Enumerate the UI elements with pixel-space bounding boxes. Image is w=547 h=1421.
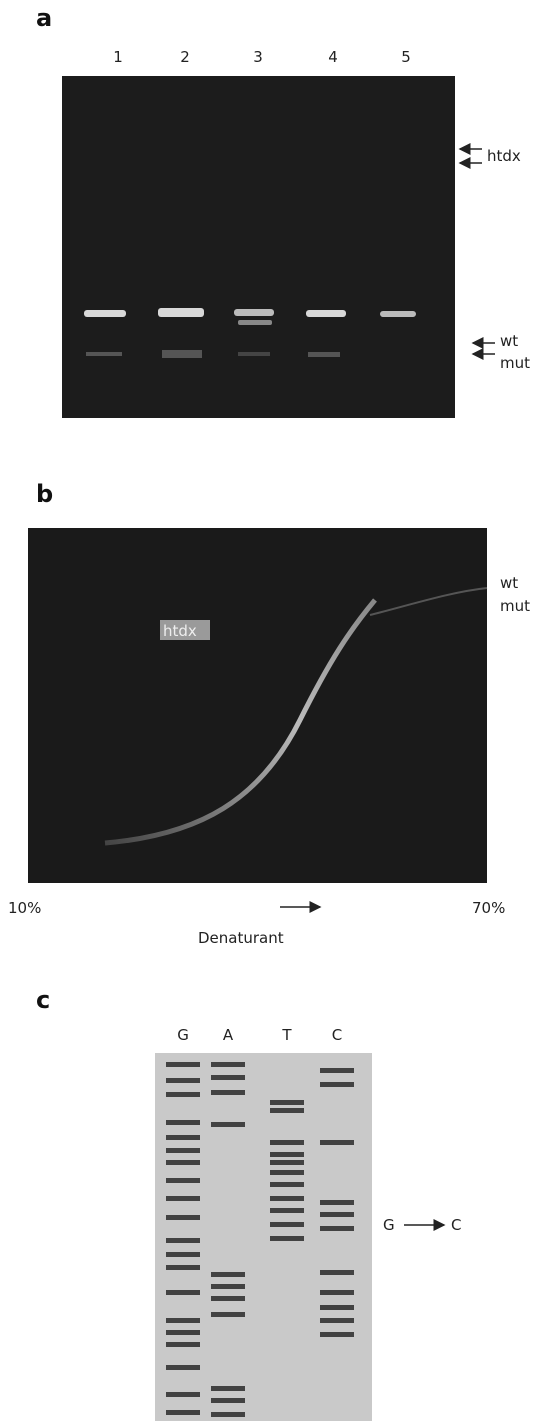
lane-label: 1: [113, 48, 123, 66]
band: [270, 1170, 304, 1175]
gel-b: [28, 528, 487, 883]
band: [211, 1398, 245, 1403]
band: [270, 1208, 304, 1213]
panel-label: b: [36, 480, 53, 508]
lane-label: 5: [401, 48, 411, 66]
band: [211, 1075, 245, 1080]
annotation: htdx: [163, 622, 197, 640]
lane-label: 2: [180, 48, 190, 66]
band: [320, 1212, 354, 1217]
band: [166, 1290, 200, 1295]
band: [270, 1108, 304, 1113]
lane-label: A: [223, 1026, 234, 1044]
band: [211, 1386, 245, 1391]
band: [211, 1296, 245, 1301]
annotation: mut: [500, 597, 530, 615]
gel-a: [62, 76, 455, 418]
lane-label: 3: [253, 48, 263, 66]
band: [166, 1215, 200, 1220]
figure: a 1 2 3 4 5 htdx wt mut b htdx wt mut 10% 70…: [0, 0, 547, 1421]
band: [166, 1365, 200, 1370]
band: [166, 1092, 200, 1097]
band: [211, 1312, 245, 1317]
band: [166, 1318, 200, 1323]
band: [211, 1272, 245, 1277]
lane-label: G: [177, 1026, 189, 1044]
axis-label: Denaturant: [198, 929, 284, 947]
mutation-to: C: [451, 1216, 461, 1234]
band: [211, 1090, 245, 1095]
band: [320, 1200, 354, 1205]
band: [320, 1226, 354, 1231]
band: [320, 1068, 354, 1073]
band: [211, 1284, 245, 1289]
axis-end: 70%: [472, 899, 505, 917]
panel-label: c: [36, 986, 50, 1014]
band: [166, 1265, 200, 1270]
band: [320, 1290, 354, 1295]
band: [166, 1330, 200, 1335]
panel-label: a: [36, 4, 52, 32]
lane-label: T: [281, 1026, 292, 1044]
band: [166, 1078, 200, 1083]
band: [166, 1178, 200, 1183]
band: [166, 1135, 200, 1140]
page: a 1 2 3 4 5 htdx wt mut b htdx wt mut 10% 70…: [0, 0, 547, 1421]
band: [320, 1082, 354, 1087]
lane-label: C: [332, 1026, 342, 1044]
band: [166, 1148, 200, 1153]
annotation: wt: [500, 574, 518, 592]
band: [320, 1332, 354, 1337]
band: [270, 1236, 304, 1241]
band: [211, 1062, 245, 1067]
band: [320, 1140, 354, 1145]
band: [211, 1122, 245, 1127]
band: [166, 1062, 200, 1067]
band: [270, 1182, 304, 1187]
lane-label: 4: [328, 48, 338, 66]
annotation: htdx: [487, 147, 521, 165]
band: [270, 1196, 304, 1201]
band: [211, 1412, 245, 1417]
band: [270, 1100, 304, 1105]
band: [270, 1152, 304, 1157]
band: [166, 1238, 200, 1243]
band: [320, 1318, 354, 1323]
mutation-from: G: [383, 1216, 395, 1234]
band: [166, 1120, 200, 1125]
band: [166, 1342, 200, 1347]
band: [166, 1196, 200, 1201]
band: [320, 1270, 354, 1275]
band: [166, 1160, 200, 1165]
band: [320, 1305, 354, 1310]
band: [270, 1160, 304, 1165]
band: [166, 1392, 200, 1397]
band: [270, 1140, 304, 1145]
band: [166, 1252, 200, 1257]
band: [270, 1222, 304, 1227]
annotation: mut: [500, 354, 530, 372]
axis-start: 10%: [8, 899, 41, 917]
band: [166, 1410, 200, 1415]
annotation: wt: [500, 332, 518, 350]
arrows-a: [460, 149, 495, 354]
